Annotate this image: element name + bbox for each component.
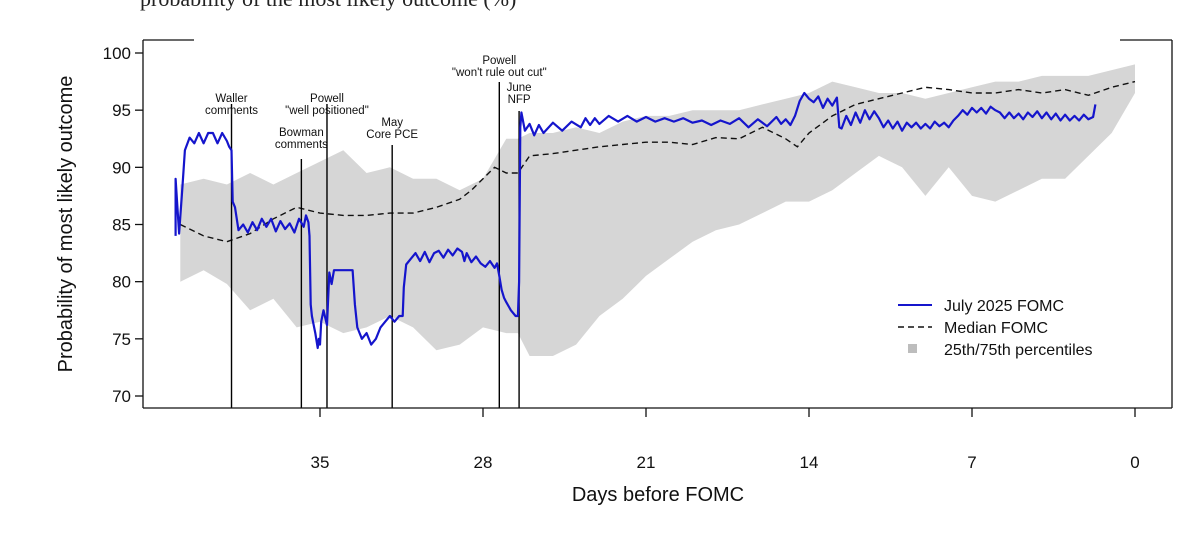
- median-fomc-line: [179, 80, 1136, 243]
- y-tick-label: 85: [112, 216, 131, 235]
- y-axis-label: Probability of most likely outcome: [55, 76, 77, 373]
- x-tick-label: 21: [637, 453, 656, 472]
- event-label: Powell: [482, 55, 516, 67]
- y-ticks: 70 75 80 85 90 95 100: [103, 44, 143, 406]
- event-label: comments: [275, 139, 328, 151]
- y-tick-label: 75: [112, 330, 131, 349]
- legend-label-percentiles: 25th/75th percentiles: [944, 342, 1093, 359]
- event-label: Core PCE: [366, 129, 418, 141]
- legend: July 2025 FOMC Median FOMC 25th/75th per…: [898, 298, 1093, 359]
- x-ticks: 35 28 21 14 7 0: [311, 408, 1140, 472]
- event-label: Waller: [215, 93, 247, 105]
- event-label: May: [381, 117, 403, 129]
- y-tick-label: 100: [103, 44, 131, 63]
- legend-swatch-percentiles: [908, 344, 917, 353]
- x-tick-label: 35: [311, 453, 330, 472]
- event-label: "won't rule out cut": [452, 67, 547, 79]
- x-tick-label: 14: [800, 453, 819, 472]
- legend-label-median: Median FOMC: [944, 320, 1048, 337]
- event-label: June: [507, 82, 532, 94]
- y-tick-label: 80: [112, 273, 131, 292]
- event-lines-layer: WallercommentsBowmancommentsPowell"well …: [205, 55, 547, 408]
- percentile-band-layer: [180, 64, 1136, 357]
- event-label: Bowman: [279, 127, 324, 139]
- x-tick-label: 0: [1130, 453, 1139, 472]
- y-tick-label: 70: [112, 387, 131, 406]
- x-tick-label: 7: [967, 453, 976, 472]
- y-tick-label: 95: [112, 101, 131, 120]
- percentile-band: [180, 64, 1136, 357]
- y-tick-label: 90: [112, 158, 131, 177]
- event-label: comments: [205, 105, 258, 117]
- july-series-layer: [174, 91, 1097, 350]
- x-axis-label: Days before FOMC: [572, 484, 744, 506]
- event-label: NFP: [508, 94, 531, 106]
- x-tick-label: 28: [474, 453, 493, 472]
- median-layer: [179, 80, 1136, 243]
- event-label: "well positioned": [285, 105, 369, 117]
- event-label: Powell: [310, 93, 344, 105]
- caption-text: probability of the most likely outcome (…: [140, 0, 516, 11]
- legend-label-july: July 2025 FOMC: [944, 298, 1064, 315]
- july-2025-fomc-line: [174, 91, 1097, 350]
